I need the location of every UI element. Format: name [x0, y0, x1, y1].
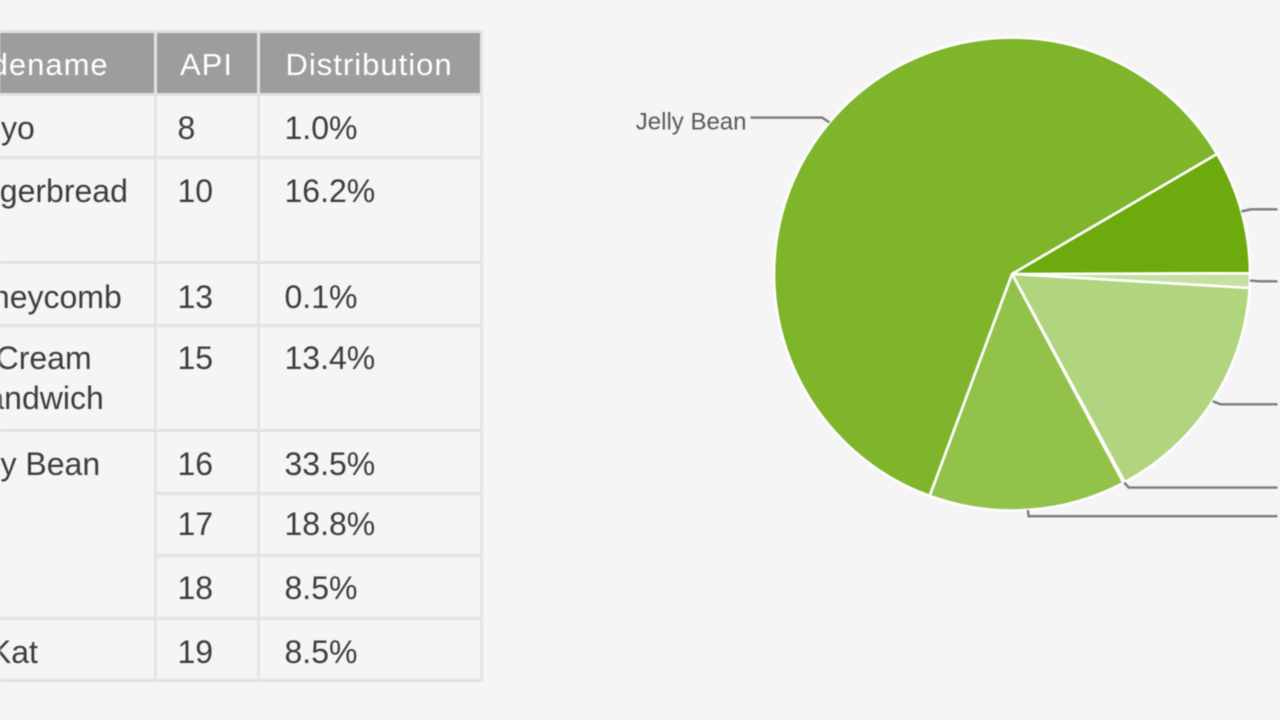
svg-text:Jelly Bean: Jelly Bean [636, 109, 747, 136]
